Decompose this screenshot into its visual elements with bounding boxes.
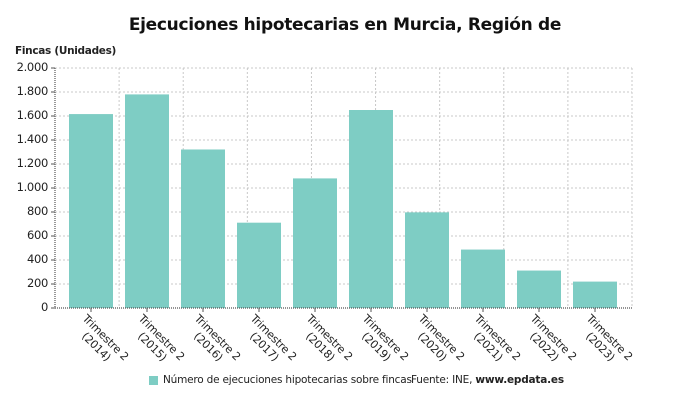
- source-note: Fuente: INE, www.epdata.es: [411, 374, 564, 386]
- y-tick-label: 600: [26, 228, 48, 242]
- y-tick-label: 1.000: [16, 180, 49, 194]
- bar[interactable]: [293, 178, 337, 308]
- y-tick-label: 400: [26, 252, 48, 266]
- y-tick-label: 1.200: [16, 156, 49, 170]
- source-prefix: Fuente: INE,: [411, 374, 476, 386]
- y-tick-label: 1.600: [16, 108, 49, 122]
- bar[interactable]: [405, 212, 449, 308]
- legend-swatch: [149, 375, 158, 385]
- y-tick-label: 1.400: [16, 132, 49, 146]
- source-site: www.epdata.es: [475, 374, 564, 386]
- y-tick-label: 800: [26, 204, 48, 218]
- bar[interactable]: [181, 149, 225, 308]
- y-tick-label: 0: [40, 300, 48, 314]
- bar[interactable]: [125, 94, 169, 309]
- bar[interactable]: [461, 249, 505, 308]
- bar[interactable]: [517, 270, 561, 308]
- y-tick-label: 200: [26, 276, 48, 290]
- legend: Número de ejecuciones hipotecarias sobre…: [149, 374, 412, 386]
- bar[interactable]: [237, 222, 281, 308]
- chart-title: Ejecuciones hipotecarias en Murcia, Regi…: [128, 15, 562, 35]
- y-axis-label: Fincas (Unidades): [15, 45, 117, 57]
- y-tick-label: 2.000: [16, 60, 49, 74]
- legend-label: Número de ejecuciones hipotecarias sobre…: [163, 374, 412, 386]
- bar[interactable]: [69, 114, 113, 308]
- y-tick-label: 1.800: [16, 84, 49, 98]
- bar[interactable]: [349, 110, 393, 308]
- bar[interactable]: [573, 281, 617, 308]
